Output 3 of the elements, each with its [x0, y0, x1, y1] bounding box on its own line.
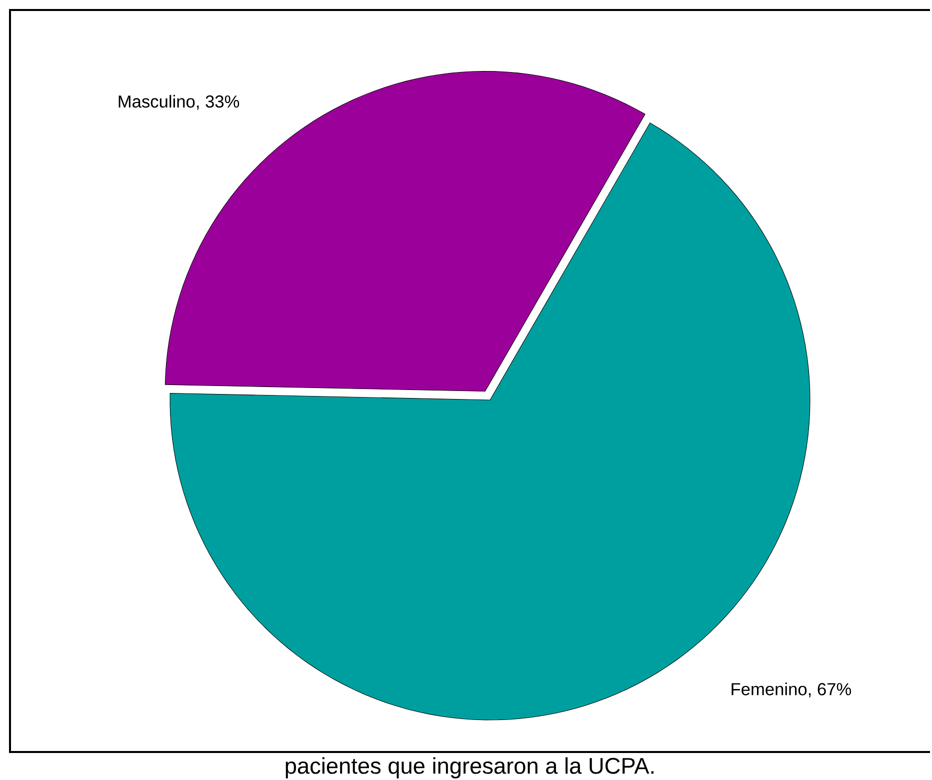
- text: pacientes que ingresaron a la UCPA.: [286, 757, 654, 778]
- slice-label: Femenino, 67%: [732, 682, 852, 698]
- slice-label: Masculino, 33%: [118, 94, 240, 110]
